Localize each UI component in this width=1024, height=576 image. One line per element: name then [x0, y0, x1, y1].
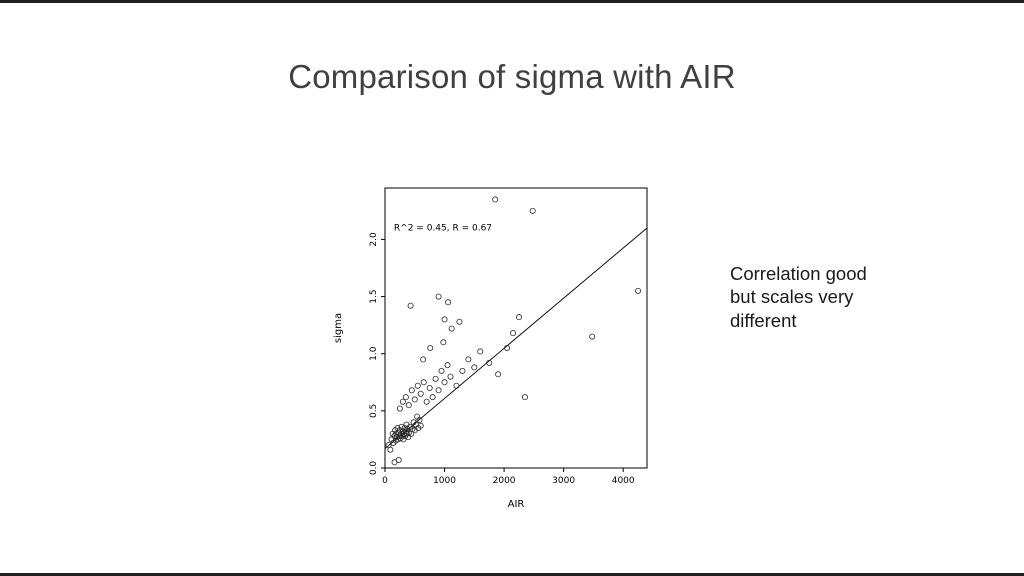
svg-text:0.5: 0.5 — [369, 404, 379, 418]
svg-text:2000: 2000 — [493, 476, 516, 486]
svg-text:sigma: sigma — [333, 313, 344, 343]
svg-text:1.0: 1.0 — [369, 346, 379, 361]
svg-text:1.5: 1.5 — [369, 289, 379, 303]
slide-title: Comparison of sigma with AIR — [288, 58, 736, 95]
svg-text:4000: 4000 — [612, 476, 635, 486]
scatter-plot: 0 1000 2000 3000 4000 0.0 0.5 1.0 1.5 2.0 AIR sigma… — [327, 178, 657, 520]
svg-text:1000: 1000 — [433, 476, 456, 486]
svg-text:AIR: AIR — [508, 499, 525, 510]
svg-text:R^2 = 0.45, R = 0.67: R^2 = 0.45, R = 0.67 — [394, 223, 492, 233]
svg-text:2.0: 2.0 — [369, 232, 379, 247]
scatter-plot-svg: 0 1000 2000 3000 4000 0.0 0.5 1.0 1.5 2.0 AIR sigma… — [333, 187, 648, 510]
bottom-border-line — [0, 573, 1024, 576]
svg-text:0: 0 — [382, 476, 388, 486]
side-note-text: Correlation good but scales very differe… — [730, 263, 867, 331]
svg-text:3000: 3000 — [552, 476, 575, 486]
top-border-line — [0, 0, 1024, 3]
svg-text:0.0: 0.0 — [369, 461, 379, 476]
